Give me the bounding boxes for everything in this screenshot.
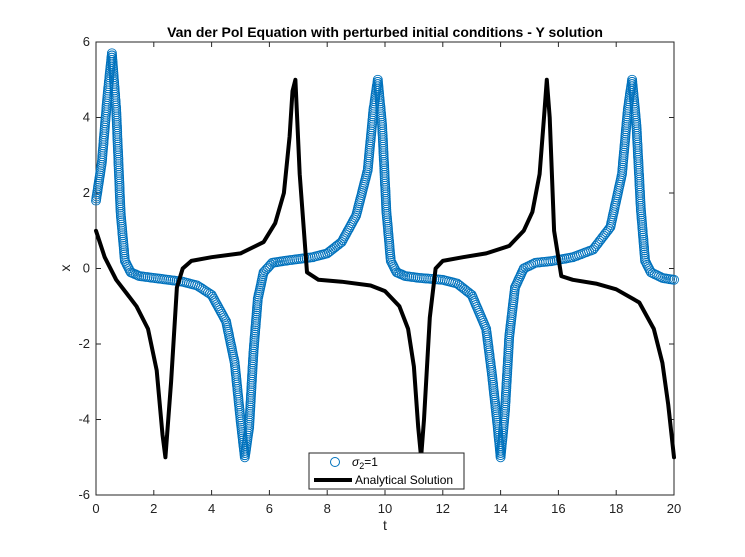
y-axis-label: x — [57, 265, 73, 272]
data-point — [194, 281, 204, 292]
data-point — [655, 272, 666, 282]
axis-ticks — [95, 41, 675, 496]
x-tick-label: 18 — [609, 501, 623, 516]
y-tick-label: 2 — [83, 185, 90, 200]
legend-marker-sigma — [330, 457, 340, 467]
x-tick-label: 16 — [551, 501, 565, 516]
series-analytical-line — [94, 77, 676, 460]
data-point — [590, 241, 601, 252]
data-point — [195, 282, 206, 293]
data-point — [197, 284, 208, 294]
x-tick-label: 0 — [92, 501, 99, 516]
data-point — [601, 227, 612, 238]
data-point — [596, 234, 607, 245]
legend-box — [308, 452, 465, 490]
legend-label-sigma: σ2=1 — [352, 455, 378, 471]
x-tick-label: 8 — [324, 501, 331, 516]
y-tick-label: 6 — [83, 34, 90, 49]
x-tick-label: 4 — [208, 501, 215, 516]
data-point — [592, 239, 603, 250]
data-point — [597, 232, 608, 243]
x-tick-label: 6 — [266, 501, 273, 516]
data-point — [335, 238, 345, 249]
y-tick-labels: -6 -4 -2 0 2 4 6 — [78, 34, 90, 502]
x-tick-label: 10 — [378, 501, 392, 516]
y-tick-label: -2 — [78, 336, 90, 351]
legend: σ2=1 Analytical Solution — [308, 452, 465, 490]
series-layer — [91, 48, 679, 463]
data-point — [588, 244, 599, 255]
data-point — [465, 288, 476, 299]
y-tick-label: 4 — [83, 110, 90, 125]
series-sigma-markers — [91, 48, 679, 463]
x-tick-labels: 0 2 4 6 8 10 12 14 16 18 20 — [92, 501, 681, 516]
data-point — [199, 285, 210, 296]
chart-title: Van der Pol Equation with perturbed init… — [167, 24, 603, 40]
data-point — [201, 286, 212, 297]
data-point — [593, 237, 604, 248]
data-point — [669, 274, 679, 285]
x-tick-label: 14 — [493, 501, 507, 516]
x-tick-label: 12 — [436, 501, 450, 516]
x-axis-label: t — [383, 517, 387, 533]
data-point — [600, 228, 611, 239]
data-point — [204, 288, 215, 299]
data-point — [132, 270, 143, 281]
data-point — [398, 270, 409, 281]
y-tick-label: -6 — [78, 487, 90, 502]
x-tick-label: 2 — [150, 501, 157, 516]
legend-label-analytical: Analytical Solution — [355, 473, 453, 487]
y-tick-label: -4 — [78, 412, 90, 427]
data-point — [589, 242, 600, 253]
y-tick-label: 0 — [83, 261, 90, 276]
data-point — [598, 230, 609, 241]
x-tick-label: 20 — [667, 501, 681, 516]
